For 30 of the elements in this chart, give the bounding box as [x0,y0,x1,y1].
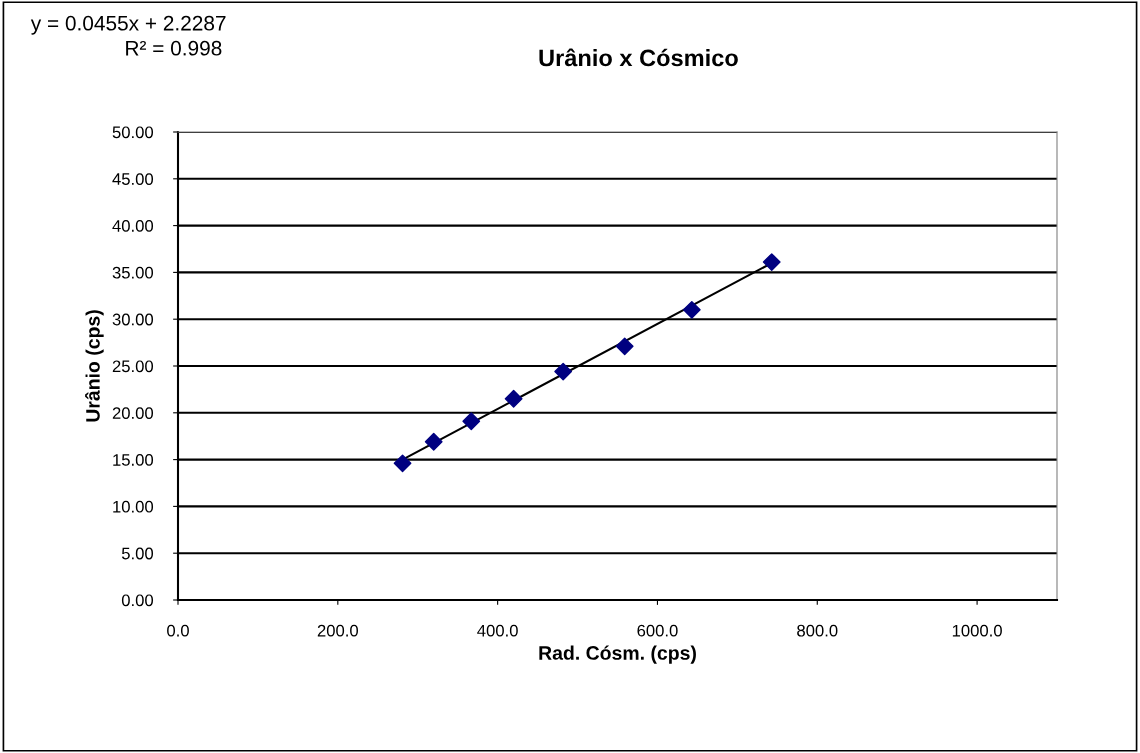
point [424,432,443,451]
text: R² = 0.998 [126,40,222,56]
point [682,300,701,319]
y-tick-label: 5.00 [121,547,154,560]
x-tick-label: 800.0 [797,624,838,637]
point [615,337,634,356]
y-tick-label: 45.00 [112,173,154,185]
x-tick-label: 200.0 [317,624,359,637]
y-tick-label: 30.00 [112,313,154,326]
chart-title: Urânio x Cósmico [539,48,738,67]
x-tick-label: 1000.0 [952,624,1002,637]
x-axis-title: Rad. Cósm. (cps) [539,645,696,664]
point [462,412,481,431]
point [393,454,412,473]
y-tick-label: 25.00 [112,360,154,373]
x-tick-label: 400.0 [477,624,518,637]
y-tick-label: 50.00 [112,126,154,139]
y-axis-title: Urânio (cps) [85,310,104,422]
x-tick-label: 600.0 [637,624,678,637]
y-tick-label: 20.00 [112,407,154,419]
y-tick-label: 15.00 [113,454,154,466]
y-tick-label: 0.00 [121,594,154,607]
text: y = 0.0455x + 2.2287 [30,15,226,35]
y-tick-label: 35.00 [112,266,154,279]
y-tick-label: 10.00 [113,500,154,513]
point [554,362,573,381]
point [762,253,781,272]
x-tick-label: 0.0 [167,624,189,637]
y-tick-label: 40.00 [112,220,154,232]
point [504,389,523,408]
